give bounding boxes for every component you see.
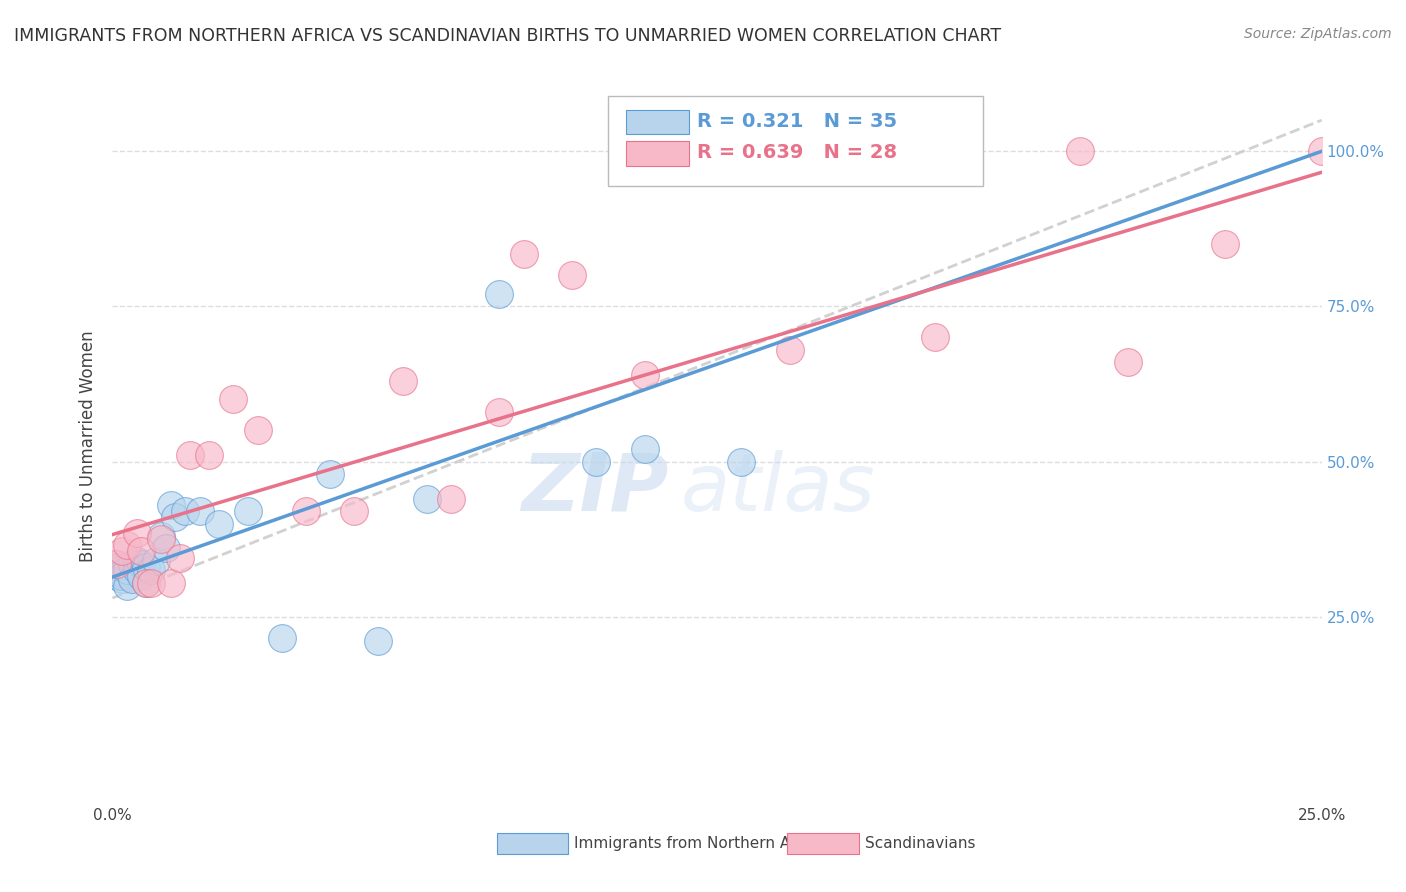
Text: R = 0.321   N = 35: R = 0.321 N = 35	[696, 112, 897, 131]
Point	[169, 550, 191, 565]
Point	[875, 145, 897, 159]
Text: Immigrants from Northern Africa: Immigrants from Northern Africa	[575, 836, 824, 851]
Point	[105, 560, 128, 574]
Point	[121, 557, 143, 571]
Point	[633, 368, 655, 382]
FancyBboxPatch shape	[626, 141, 689, 166]
FancyBboxPatch shape	[496, 833, 568, 855]
Point	[159, 575, 181, 590]
Point	[135, 575, 157, 590]
Point	[115, 563, 138, 577]
Point	[121, 573, 143, 587]
Point	[165, 510, 187, 524]
Point	[131, 569, 153, 583]
Point	[141, 563, 163, 577]
Point	[488, 405, 510, 419]
Point	[115, 538, 138, 552]
Point	[633, 442, 655, 456]
Point	[111, 566, 134, 581]
Point	[135, 560, 157, 574]
FancyBboxPatch shape	[609, 96, 983, 186]
Point	[105, 569, 128, 583]
Point	[145, 554, 167, 568]
Point	[1069, 145, 1091, 159]
Point	[131, 557, 153, 571]
Point	[198, 448, 221, 462]
Text: atlas: atlas	[681, 450, 876, 528]
Point	[208, 516, 231, 531]
Point	[585, 454, 607, 468]
Point	[159, 498, 181, 512]
Point	[105, 557, 128, 571]
Point	[115, 579, 138, 593]
Point	[343, 504, 366, 518]
Point	[141, 575, 163, 590]
Point	[488, 287, 510, 301]
Point	[246, 424, 269, 438]
Point	[104, 557, 127, 571]
Point	[779, 343, 801, 357]
Point	[416, 491, 439, 506]
Point	[125, 563, 148, 577]
Text: R = 0.639   N = 28: R = 0.639 N = 28	[696, 144, 897, 162]
Point	[440, 491, 463, 506]
Point	[1310, 145, 1333, 159]
Point	[135, 575, 157, 590]
Point	[174, 504, 197, 518]
Point	[512, 246, 534, 260]
Point	[367, 634, 389, 648]
Point	[222, 392, 245, 407]
Y-axis label: Births to Unmarried Women: Births to Unmarried Women	[79, 330, 97, 562]
Point	[924, 330, 946, 344]
Point	[179, 448, 201, 462]
Point	[125, 554, 148, 568]
Point	[111, 569, 134, 583]
Point	[131, 544, 153, 558]
Point	[1116, 355, 1139, 369]
Point	[319, 467, 342, 481]
Point	[155, 541, 177, 556]
Point	[111, 544, 134, 558]
Point	[391, 374, 413, 388]
Point	[295, 504, 318, 518]
Text: IMMIGRANTS FROM NORTHERN AFRICA VS SCANDINAVIAN BIRTHS TO UNMARRIED WOMEN CORREL: IMMIGRANTS FROM NORTHERN AFRICA VS SCAND…	[14, 27, 1001, 45]
Point	[270, 632, 292, 646]
Point	[149, 532, 172, 546]
Point	[236, 504, 259, 518]
FancyBboxPatch shape	[626, 110, 689, 134]
Point	[111, 573, 134, 587]
Point	[188, 504, 211, 518]
Point	[125, 525, 148, 540]
Text: ZIP: ZIP	[522, 450, 669, 528]
Text: Source: ZipAtlas.com: Source: ZipAtlas.com	[1244, 27, 1392, 41]
Point	[730, 454, 752, 468]
Text: Scandinavians: Scandinavians	[865, 836, 976, 851]
Point	[561, 268, 583, 283]
Point	[1213, 237, 1236, 252]
Point	[149, 529, 172, 543]
FancyBboxPatch shape	[787, 833, 859, 855]
